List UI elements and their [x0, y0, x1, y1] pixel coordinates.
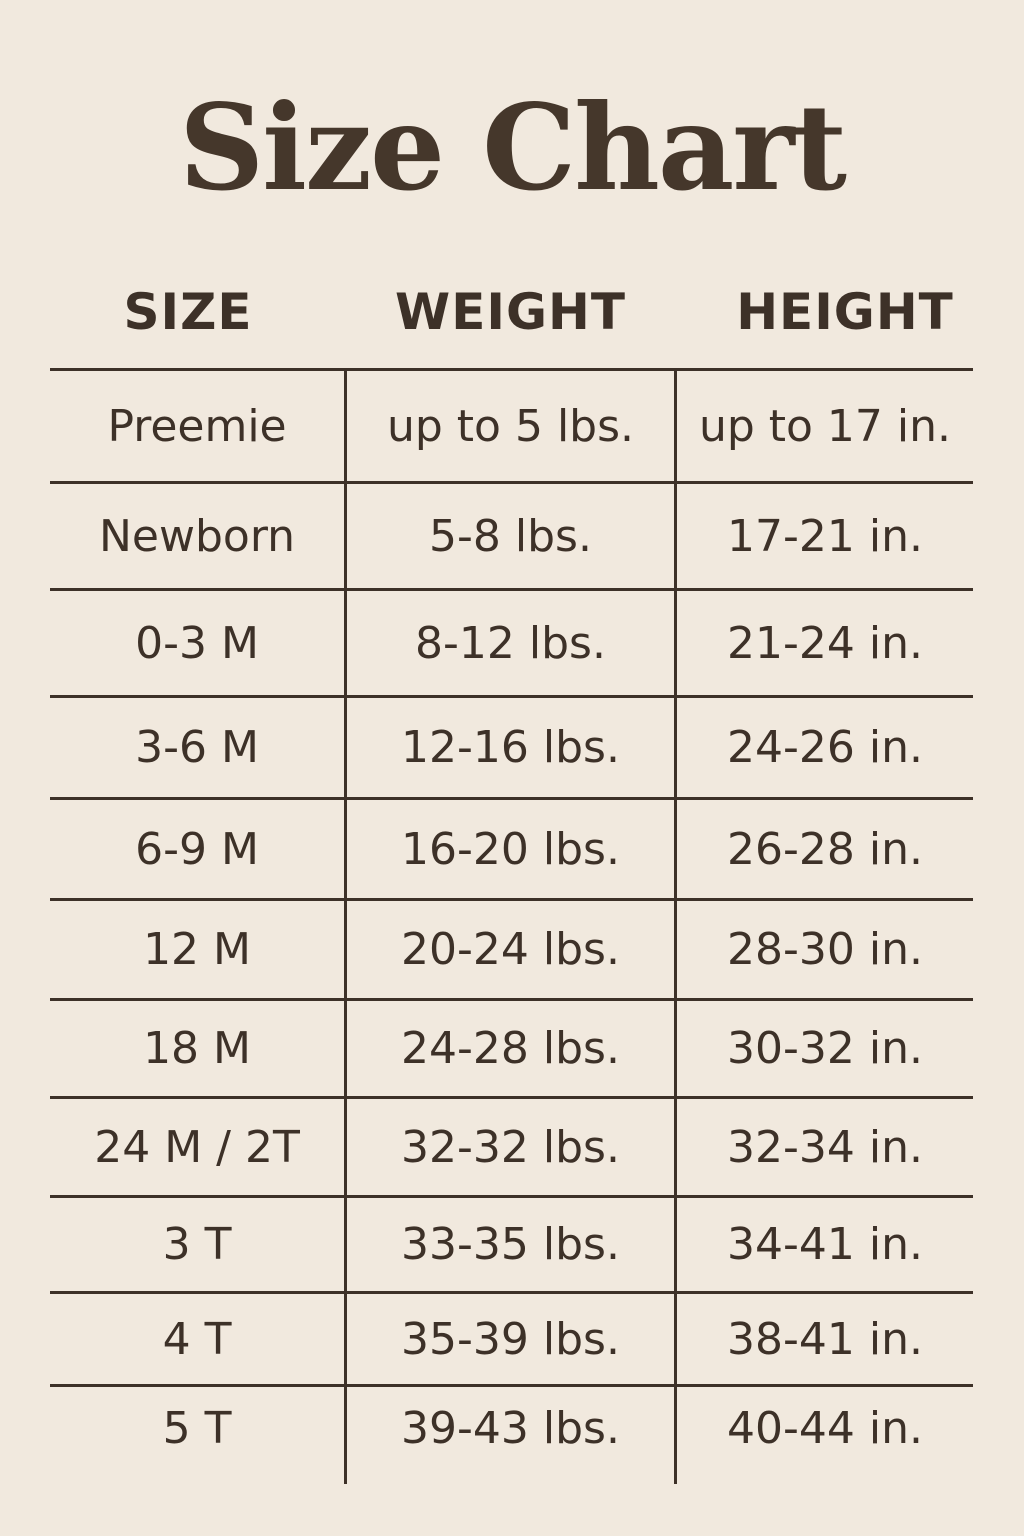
- table-row: 5 T 39-43 lbs. 40-44 in.: [50, 1384, 973, 1484]
- cell-size: Preemie: [107, 400, 287, 452]
- cell-weight: 32-32 lbs.: [344, 1099, 674, 1195]
- cell-size: Newborn: [99, 510, 296, 562]
- cell-height: 17-21 in.: [673, 484, 973, 588]
- table-row: 18 M 24-28 lbs. 30-32 in.: [50, 998, 973, 1096]
- cell-size: 4 T: [162, 1313, 232, 1365]
- cell-height: 28-30 in.: [673, 901, 973, 998]
- cell-weight: 16-20 lbs.: [344, 800, 674, 898]
- table-row: Newborn 5-8 lbs. 17-21 in.: [50, 481, 973, 588]
- table-row: 6-9 M 16-20 lbs. 26-28 in.: [50, 797, 973, 898]
- cell-height: 21-24 in.: [673, 591, 973, 695]
- page-title: Size Chart: [178, 78, 847, 217]
- cell-size: 6-9 M: [135, 823, 259, 875]
- cell-height: 30-32 in.: [673, 1001, 973, 1096]
- cell-height: 32-34 in.: [673, 1099, 973, 1195]
- table-row: 12 M 20-24 lbs. 28-30 in.: [50, 898, 973, 998]
- cell-height: 24-26 in.: [673, 698, 973, 797]
- cell-size: 5 T: [162, 1403, 232, 1454]
- cell-height: 34-41 in.: [673, 1198, 973, 1291]
- cell-weight: up to 5 lbs.: [344, 371, 674, 481]
- table-row: 3-6 M 12-16 lbs. 24-26 in.: [50, 695, 973, 797]
- cell-height: 40-44 in.: [673, 1387, 973, 1484]
- cell-size: 3-6 M: [135, 722, 259, 773]
- cell-weight: 8-12 lbs.: [344, 591, 674, 695]
- size-table: Preemie up to 5 lbs. up to 17 in. Newborn 5-…: [50, 368, 973, 1484]
- cell-height: 38-41 in.: [673, 1294, 973, 1384]
- column-header-weight: WEIGHT: [395, 283, 626, 341]
- cell-size: 18 M: [143, 1023, 251, 1074]
- cell-size: 12 M: [143, 924, 251, 975]
- column-header-height: HEIGHT: [736, 283, 954, 341]
- column-header-size: SIZE: [123, 283, 253, 341]
- cell-weight: 35-39 lbs.: [344, 1294, 674, 1384]
- cell-height: 26-28 in.: [673, 800, 973, 898]
- table-row: 3 T 33-35 lbs. 34-41 in.: [50, 1195, 973, 1291]
- cell-weight: 24-28 lbs.: [344, 1001, 674, 1096]
- cell-weight: 39-43 lbs.: [344, 1387, 674, 1484]
- table-row: 0-3 M 8-12 lbs. 21-24 in.: [50, 588, 973, 695]
- cell-size: 24 M / 2T: [94, 1121, 300, 1173]
- cell-weight: 5-8 lbs.: [344, 484, 674, 588]
- cell-size: 0-3 M: [135, 617, 259, 669]
- cell-weight: 20-24 lbs.: [344, 901, 674, 998]
- table-row: 4 T 35-39 lbs. 38-41 in.: [50, 1291, 973, 1384]
- cell-weight: 33-35 lbs.: [344, 1198, 674, 1291]
- table-row: 24 M / 2T 32-32 lbs. 32-34 in.: [50, 1096, 973, 1195]
- cell-weight: 12-16 lbs.: [344, 698, 674, 797]
- cell-size: 3 T: [162, 1219, 232, 1270]
- table-row: Preemie up to 5 lbs. up to 17 in.: [50, 368, 973, 481]
- cell-height: up to 17 in.: [673, 371, 973, 481]
